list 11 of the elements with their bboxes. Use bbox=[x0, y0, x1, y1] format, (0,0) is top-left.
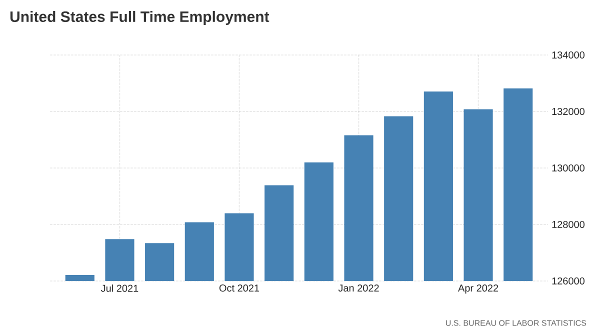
text: U.S. BUREAU OF LABOR STATISTICS bbox=[446, 320, 586, 326]
y-tick-label: 126000 bbox=[552, 277, 585, 285]
x-tick-label: Jul 2021 bbox=[100, 284, 138, 292]
x-tick-label: Oct 2021 bbox=[219, 284, 260, 292]
y-tick-label: 134000 bbox=[552, 51, 585, 59]
x-tick-label: Jan 2022 bbox=[338, 284, 379, 292]
y-tick-label: 128000 bbox=[552, 220, 585, 228]
y-tick-label: 130000 bbox=[552, 164, 585, 172]
x-tick-label: Apr 2022 bbox=[458, 284, 498, 294]
chart-title: United States Full Time Employment bbox=[10, 11, 270, 25]
y-tick-label: 132000 bbox=[552, 108, 585, 116]
